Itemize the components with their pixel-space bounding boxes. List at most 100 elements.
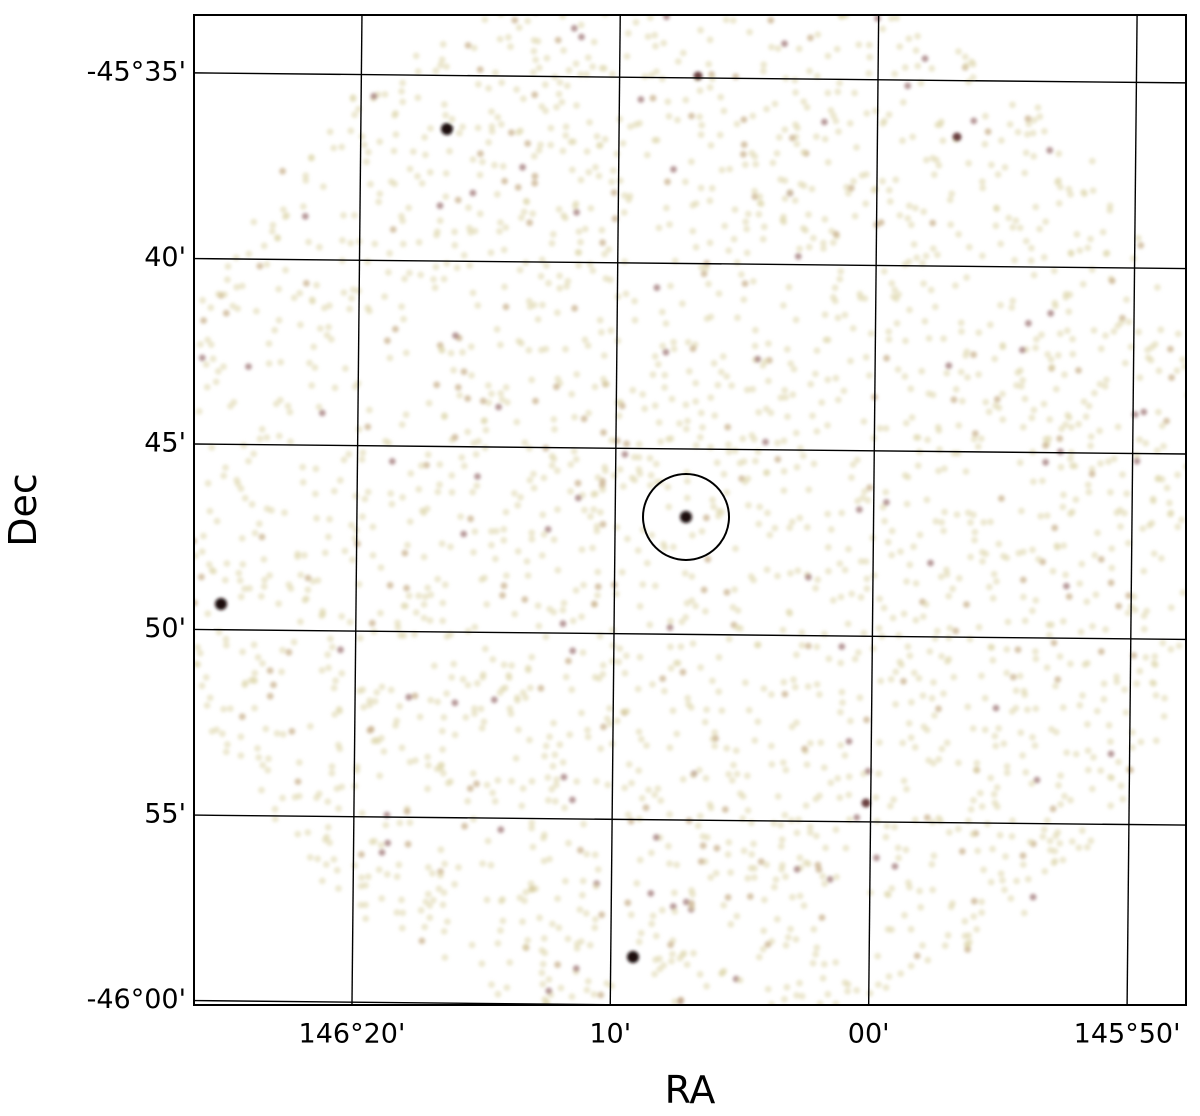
photon-count: [866, 54, 873, 61]
photon-count: [740, 793, 747, 800]
photon-count: [494, 114, 501, 121]
photon-count: [257, 435, 264, 442]
photon-count: [492, 556, 499, 563]
photon-count: [656, 955, 663, 962]
photon-count: [963, 468, 970, 475]
photon-count: [717, 132, 724, 139]
photon-count: [867, 990, 874, 997]
photon-count: [495, 777, 502, 784]
photon-count: [1057, 184, 1064, 191]
photon-count: [718, 369, 725, 376]
photon-count: [491, 696, 498, 703]
photon-count: [904, 82, 911, 89]
photon-count: [541, 935, 548, 942]
photon-count: [197, 341, 204, 348]
photon-count: [929, 861, 936, 868]
photon-count: [764, 566, 771, 573]
photon-count: [580, 582, 587, 589]
photon-count: [667, 744, 674, 751]
photon-count: [747, 893, 754, 900]
photon-count: [480, 398, 487, 405]
photon-count: [521, 596, 528, 603]
photon-count: [560, 607, 567, 614]
photon-count: [742, 280, 749, 287]
photon-count: [549, 240, 556, 247]
photon-count: [1004, 763, 1011, 770]
photon-count: [524, 558, 531, 565]
photon-count: [708, 142, 715, 149]
photon-count: [1084, 721, 1091, 728]
photon-count: [1130, 652, 1137, 659]
photon-count: [589, 63, 596, 70]
photon-count: [661, 688, 668, 695]
photon-count: [725, 247, 732, 254]
photon-count: [621, 192, 628, 199]
photon-count: [1036, 226, 1043, 233]
photon-count: [678, 643, 685, 650]
photon-count: [625, 30, 632, 37]
photon-count: [693, 200, 700, 207]
photon-count: [523, 198, 530, 205]
photon-count: [482, 16, 489, 23]
photon-count: [471, 705, 478, 712]
photon-count: [1018, 508, 1025, 515]
photon-count: [1115, 424, 1122, 431]
photon-count: [214, 518, 221, 525]
photon-count: [731, 236, 738, 243]
photon-count: [1152, 662, 1159, 669]
photon-count: [940, 137, 947, 144]
photon-count: [863, 558, 870, 565]
photon-count: [325, 534, 332, 541]
photon-count: [1058, 425, 1065, 432]
photon-count: [725, 839, 732, 846]
photon-count: [335, 885, 342, 892]
photon-count: [531, 37, 538, 44]
photon-count: [774, 150, 781, 157]
photon-count: [239, 535, 246, 542]
photon-count: [1143, 608, 1150, 615]
photon-count: [953, 386, 960, 393]
photon-count: [727, 921, 734, 928]
photon-count: [723, 373, 730, 380]
photon-count: [793, 316, 800, 323]
photon-count: [406, 592, 413, 599]
photon-count: [986, 408, 993, 415]
photon-count: [842, 752, 849, 759]
photon-count: [780, 214, 787, 221]
photon-count: [286, 649, 293, 656]
photon-count: [795, 816, 802, 823]
photon-count: [347, 619, 354, 626]
photon-count: [732, 545, 739, 552]
photon-count: [725, 441, 732, 448]
photon-count: [371, 93, 378, 100]
photon-count: [897, 970, 904, 977]
photon-count: [958, 319, 965, 326]
photon-count: [302, 213, 309, 220]
photon-count: [250, 451, 257, 458]
photon-count: [632, 317, 639, 324]
photon-count: [644, 152, 651, 159]
photon-count: [336, 708, 343, 715]
photon-count: [681, 950, 688, 957]
photon-count: [351, 111, 358, 118]
photon-count: [291, 639, 298, 646]
photon-count: [866, 372, 873, 379]
photon-count: [874, 818, 881, 825]
photon-count: [223, 636, 230, 643]
photon-count: [1107, 202, 1114, 209]
photon-count: [181, 350, 188, 357]
photon-count: [845, 546, 852, 553]
photon-count: [1076, 844, 1083, 851]
photon-count: [858, 594, 865, 601]
photon-count: [904, 501, 911, 508]
photon-count: [286, 581, 293, 588]
photon-count: [304, 829, 311, 836]
photon-count: [1034, 777, 1041, 784]
photon-count: [1098, 345, 1105, 352]
photon-count: [639, 795, 646, 802]
photon-count: [815, 862, 822, 869]
photon-count: [786, 610, 793, 617]
photon-count: [992, 733, 999, 740]
photon-count: [1022, 396, 1029, 403]
photon-count: [1056, 840, 1063, 847]
